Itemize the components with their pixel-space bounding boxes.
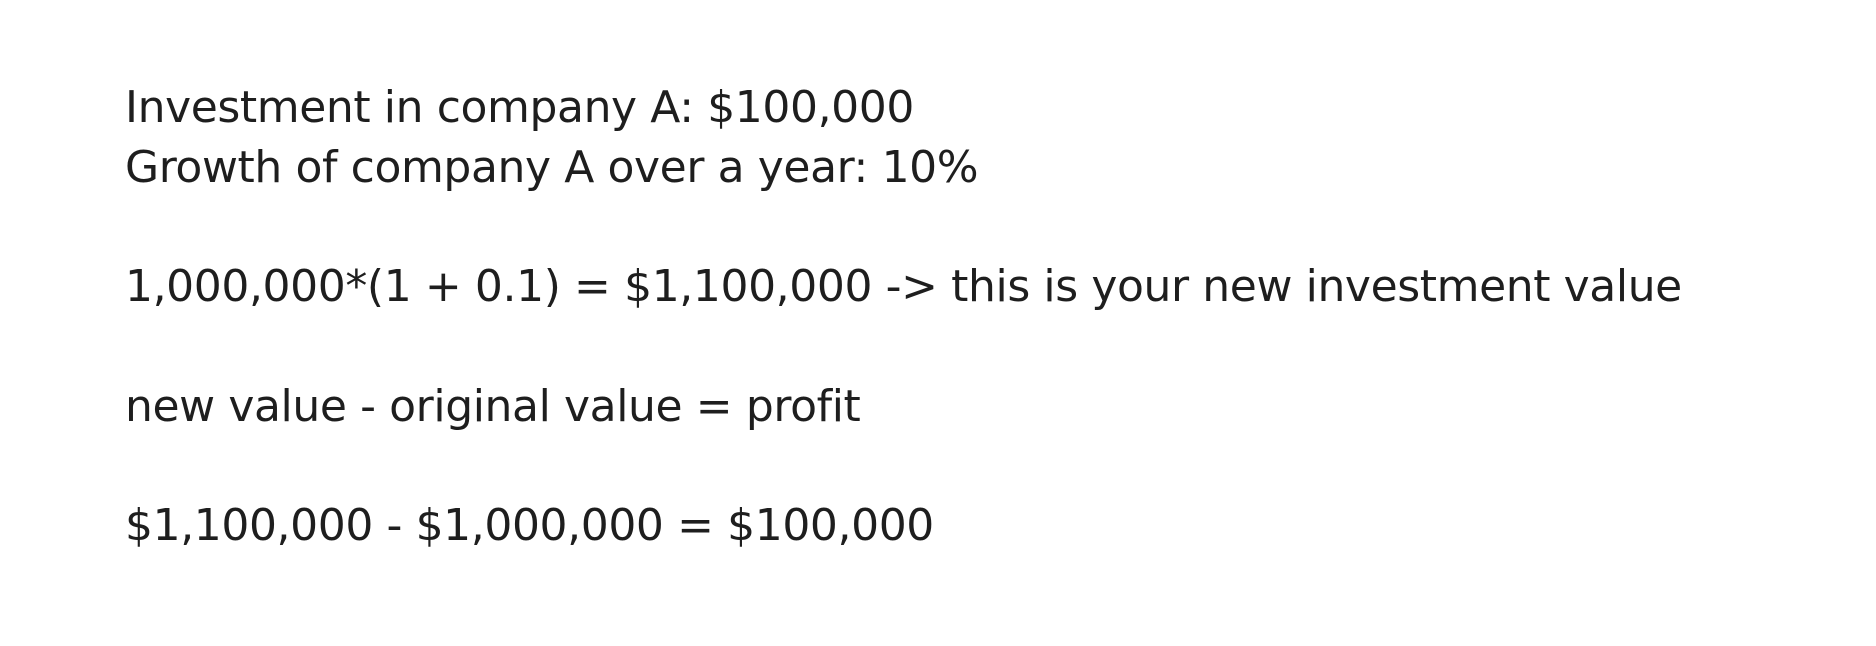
new-value-calculation-text: 1,000,000*(1 + 0.1) = $1,100,000 -> this… (125, 261, 1682, 312)
investment-text: Investment in company A: $100,000 (125, 82, 914, 133)
profit-calculation-text: $1,100,000 - $1,000,000 = $100,000 (125, 500, 934, 551)
growth-text: Growth of company A over a year: 10% (125, 142, 979, 193)
profit-formula-text: new value - original value = profit (125, 381, 861, 432)
